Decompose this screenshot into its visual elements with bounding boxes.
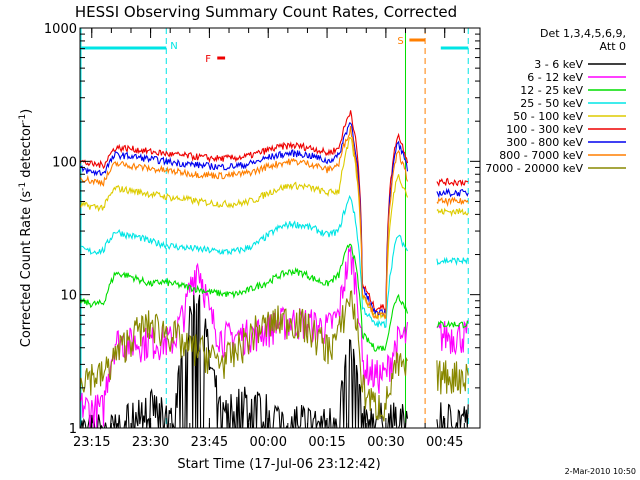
n-marker-label: N bbox=[170, 41, 177, 52]
x-tick-label: 23:45 bbox=[191, 435, 228, 450]
legend-label-3: 25 - 50 keV bbox=[520, 97, 583, 110]
legend-header-line2: Att 0 bbox=[600, 40, 626, 53]
x-tick-label: 00:30 bbox=[367, 435, 404, 450]
series-line-2 bbox=[79, 243, 469, 352]
series-line-3 bbox=[79, 194, 469, 329]
y-tick-label: 100 bbox=[52, 155, 77, 170]
y-axis-label-part2: detector bbox=[19, 122, 34, 182]
y-axis-label: Corrected Count Rate (s-1 detector-1) bbox=[18, 109, 34, 347]
chart-title: HESSI Observing Summary Count Rates, Cor… bbox=[75, 3, 457, 21]
x-axis-label: Start Time (17-Jul-06 23:12:42) bbox=[177, 457, 380, 472]
legend-header-line1: Det 1,3,4,5,6,9, bbox=[540, 27, 626, 40]
series-line-6 bbox=[79, 122, 469, 316]
x-tick-label: 23:15 bbox=[73, 435, 110, 450]
x-tick-label: 00:45 bbox=[426, 435, 463, 450]
series-line-5 bbox=[79, 110, 469, 312]
f-marker-label: F bbox=[205, 54, 211, 65]
legend-label-1: 6 - 12 keV bbox=[527, 71, 583, 84]
plot-frame bbox=[79, 27, 481, 429]
legend-label-4: 50 - 100 keV bbox=[513, 110, 583, 123]
annotation-markers: N F S bbox=[80, 28, 469, 428]
series-line-4 bbox=[79, 136, 469, 321]
y-axis-label-sup2: -1 bbox=[18, 114, 28, 123]
legend-label-5: 100 - 300 keV bbox=[506, 123, 583, 136]
series-line-8 bbox=[79, 290, 469, 422]
legend-label-2: 12 - 25 keV bbox=[520, 84, 583, 97]
series-line-1 bbox=[79, 246, 469, 429]
y-axis-label-sup1: -1 bbox=[18, 182, 28, 191]
x-tick-label: 00:00 bbox=[250, 435, 287, 450]
x-tick-label: 23:30 bbox=[132, 435, 169, 450]
timestamp: 2-Mar-2010 10:50 bbox=[565, 467, 636, 476]
y-tick-label: 10 bbox=[60, 289, 77, 304]
legend-label-8: 7000 - 20000 keV bbox=[485, 162, 583, 175]
x-tick-label: 00:15 bbox=[308, 435, 345, 450]
axes: 1 10 100 1000 23:15 23:30 23:45 00:00 00:15 00:30… bbox=[44, 22, 481, 450]
legend-label-7: 800 - 7000 keV bbox=[499, 149, 583, 162]
y-tick-label: 1 bbox=[69, 422, 77, 437]
y-tick-label: 1000 bbox=[44, 22, 77, 37]
legend-label-0: 3 - 6 keV bbox=[534, 58, 583, 71]
legend-label-6: 300 - 800 keV bbox=[506, 136, 583, 149]
series-line-7 bbox=[79, 125, 469, 319]
s-marker-label: S bbox=[397, 36, 403, 47]
y-axis-label-part1: Corrected Count Rate (s bbox=[19, 191, 34, 348]
series-group bbox=[79, 110, 469, 430]
y-axis-label-part3: ) bbox=[19, 109, 34, 114]
